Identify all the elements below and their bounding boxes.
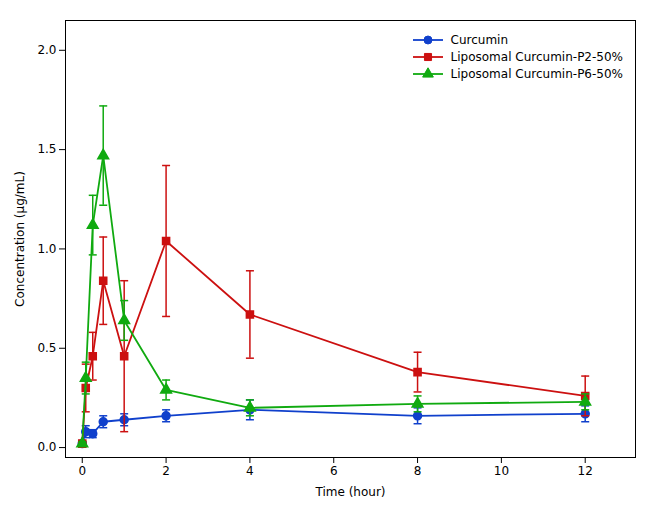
html-text:Curcumin: Curcumin: [450, 33, 508, 47]
svg-text:Time (hour): Time (hour): [314, 485, 385, 499]
svg-text:1.5: 1.5: [37, 142, 56, 156]
svg-text:10: 10: [494, 464, 509, 478]
svg-text:2: 2: [162, 464, 170, 478]
svg-text:0.0: 0.0: [37, 440, 56, 454]
svg-text:1.0: 1.0: [37, 242, 56, 256]
html-text:Liposomal Curcumin-P2-50%: Liposomal Curcumin-P2-50%: [450, 50, 623, 64]
svg-text:12: 12: [578, 464, 593, 478]
html-text:Liposomal Curcumin-P6-50%: Liposomal Curcumin-P6-50%: [450, 67, 623, 81]
svg-text:Concentration (μg/mL): Concentration (μg/mL): [13, 171, 27, 307]
svg-text:0.5: 0.5: [37, 341, 56, 355]
svg-text:6: 6: [330, 464, 338, 478]
svg-text:8: 8: [414, 464, 422, 478]
svg-text:4: 4: [246, 464, 254, 478]
svg-text:0: 0: [78, 464, 86, 478]
svg-text:2.0: 2.0: [37, 43, 56, 57]
